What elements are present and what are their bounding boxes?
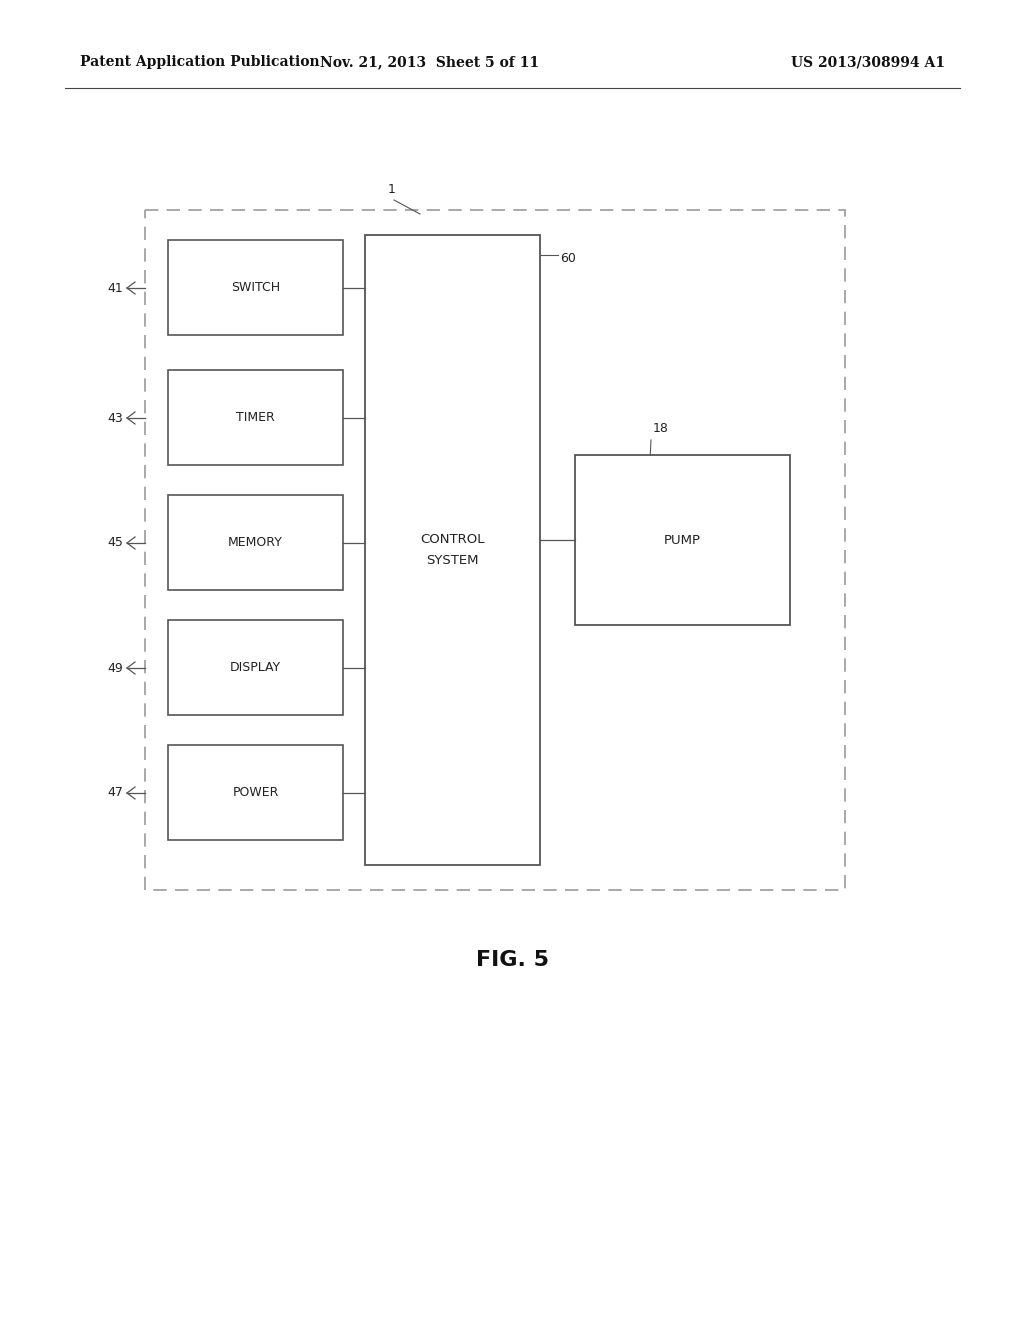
Text: PUMP: PUMP	[664, 533, 701, 546]
Text: 47: 47	[108, 787, 123, 800]
Text: 41: 41	[108, 281, 123, 294]
Text: SWITCH: SWITCH	[231, 281, 280, 294]
Text: 49: 49	[108, 661, 123, 675]
Text: DISPLAY: DISPLAY	[230, 661, 281, 675]
Text: Nov. 21, 2013  Sheet 5 of 11: Nov. 21, 2013 Sheet 5 of 11	[321, 55, 540, 69]
Bar	[168, 620, 343, 715]
Text: FIG. 5: FIG. 5	[475, 950, 549, 970]
Bar	[168, 240, 343, 335]
Text: 18: 18	[653, 422, 669, 436]
Bar	[168, 495, 343, 590]
Text: TIMER: TIMER	[237, 411, 274, 424]
Text: 43: 43	[108, 412, 123, 425]
Text: POWER: POWER	[232, 785, 279, 799]
Text: 1: 1	[388, 183, 396, 195]
Text: 60: 60	[560, 252, 575, 264]
Text: 45: 45	[108, 536, 123, 549]
Bar	[575, 455, 790, 624]
Bar	[168, 744, 343, 840]
Bar	[145, 210, 845, 890]
Text: US 2013/308994 A1: US 2013/308994 A1	[791, 55, 945, 69]
Text: CONTROL
SYSTEM: CONTROL SYSTEM	[420, 533, 484, 568]
Bar	[168, 370, 343, 465]
Bar	[365, 235, 540, 865]
Text: MEMORY: MEMORY	[228, 536, 283, 549]
Text: Patent Application Publication: Patent Application Publication	[80, 55, 319, 69]
